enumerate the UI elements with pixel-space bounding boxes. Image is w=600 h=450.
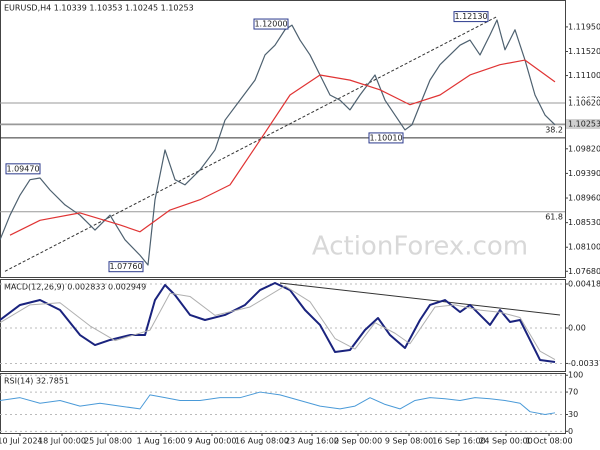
x-tick-label: 2 Sep 00:00 xyxy=(334,437,382,446)
panel-frame xyxy=(0,373,566,434)
y-tick-label: 1.09820 xyxy=(568,144,600,153)
x-tick-label: 16 Sep 16:00 xyxy=(432,437,485,446)
y-tick-label: 0.00 xyxy=(568,323,586,332)
y-tick-label: 0.004182 xyxy=(568,280,600,289)
y-tick-label: 100 xyxy=(568,371,583,380)
series-line xyxy=(0,281,556,363)
level-tag xyxy=(566,98,600,109)
panel-frame xyxy=(0,279,566,372)
y-tick-label: 0 xyxy=(568,427,573,436)
annotation-box xyxy=(368,132,404,144)
x-tick-label: 18 Jul 00:00 xyxy=(38,437,86,446)
x-tick-label: 16 Aug 08:00 xyxy=(235,437,289,446)
x-tick-label: 24 Sep 00:00 xyxy=(479,437,532,446)
series-line xyxy=(0,285,556,360)
annotation-label: 1.09470 xyxy=(6,164,39,173)
y-tick-label: 1.08960 xyxy=(568,194,600,203)
x-tick-label: 10 Jul 2024 xyxy=(0,437,43,446)
y-tick-label: 1.08100 xyxy=(568,243,600,252)
fib-label: 38.2 xyxy=(545,125,563,134)
series-line xyxy=(9,59,556,236)
annotation-label: 1.12130 xyxy=(454,12,487,21)
level-tag xyxy=(566,119,600,130)
x-tick-label: 23 Aug 16:00 xyxy=(285,437,339,446)
y-tick-label: 30 xyxy=(568,410,578,419)
y-tick-label: 70 xyxy=(568,388,578,397)
panel-title: EURUSD,H4 1.10339 1.10353 1.10245 1.1025… xyxy=(4,4,194,13)
y-tick-label: 1.08530 xyxy=(568,218,600,227)
watermark: ActionForex.com xyxy=(312,232,528,262)
annotation-box xyxy=(453,11,489,23)
y-tick-label: 1.09390 xyxy=(568,169,600,178)
trend-line xyxy=(4,16,498,272)
annotation-box xyxy=(253,18,289,30)
level-label: 1.10620 xyxy=(568,99,600,108)
y-tick-label: 1.11520 xyxy=(568,47,600,56)
y-tick-label: -0.003372 xyxy=(568,359,600,368)
x-tick-label: 9 Aug 00:00 xyxy=(188,437,237,446)
panel-frame xyxy=(0,0,566,278)
fib-label: 61.8 xyxy=(545,212,563,221)
annotation-box xyxy=(108,261,144,273)
annotation-label: 1.07760 xyxy=(109,262,142,271)
annotation-label: 1.12000 xyxy=(254,20,287,29)
x-tick-label: 9 Sep 08:00 xyxy=(385,437,433,446)
series-line xyxy=(0,391,556,415)
y-tick-label: 1.11100 xyxy=(568,71,600,80)
panel-title: MACD(12,26,9) 0.002833 0.002949 xyxy=(4,283,146,292)
y-tick-label: 1.11950 xyxy=(568,22,600,31)
x-tick-label: 25 Jul 08:00 xyxy=(84,437,132,446)
level-label: 1.10253 xyxy=(568,120,600,129)
annotation-label: 1.10010 xyxy=(369,133,402,142)
trend-line xyxy=(279,282,561,316)
y-tick-label: 1.07680 xyxy=(568,267,600,276)
annotation-box xyxy=(5,163,41,175)
x-tick-label: 1 Aug 16:00 xyxy=(137,437,186,446)
panel-title: RSI(14) 32.7851 xyxy=(4,377,69,386)
x-tick-label: 1 Oct 08:00 xyxy=(525,437,572,446)
